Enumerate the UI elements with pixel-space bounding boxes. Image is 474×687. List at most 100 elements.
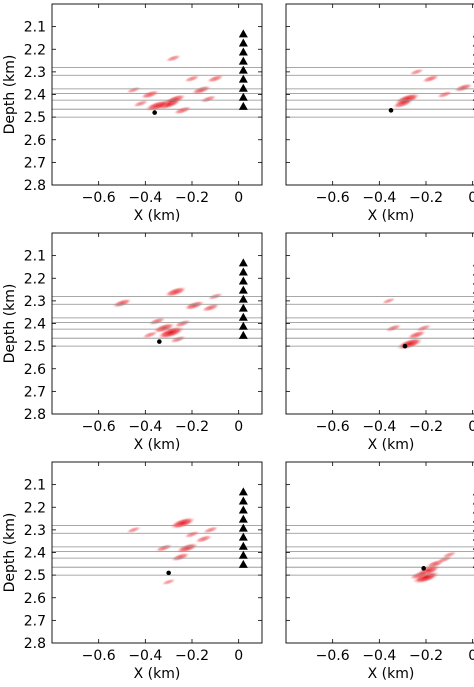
source-point	[388, 108, 394, 113]
receiver-triangle-marker	[238, 559, 248, 568]
energy-blob	[183, 300, 206, 311]
receiver-triangle-marker	[238, 294, 248, 303]
receiver-triangle-marker	[238, 92, 248, 101]
energy-blob	[384, 323, 403, 333]
energy-blob	[139, 89, 161, 100]
source-point	[152, 110, 157, 115]
energy-blob	[173, 105, 193, 115]
x-axis-label: X (km)	[134, 437, 181, 453]
y-tick-label: 2.3	[24, 294, 46, 310]
receiver-triangle-marker	[238, 532, 248, 541]
receiver-triangle-marker	[238, 74, 248, 83]
energy-blob	[161, 578, 177, 586]
receiver-triangle-marker	[238, 276, 248, 285]
receiver-triangle-marker	[238, 38, 248, 47]
y-axis-label: Depth (km)	[2, 55, 18, 135]
y-tick-label: 2.2	[24, 271, 46, 287]
receiver-triangle-marker	[238, 83, 248, 92]
energy-blob	[125, 526, 142, 534]
y-tick-label: 2.5	[24, 110, 46, 126]
energy-blob	[147, 316, 167, 326]
receiver-triangle-marker	[238, 541, 248, 550]
panel-middle-right: −0.6 −0.4 −0.2 0 X (km)	[285, 232, 474, 453]
panel-middle-left: −0.6 −0.4 −0.2 0 2.1 2.2 2.3 2.4 2.5 2.6 2.7 2.8 X (…	[2, 232, 263, 453]
receiver-triangle-marker	[238, 101, 248, 110]
energy-blob	[144, 99, 170, 112]
receiver-triangle-marker	[238, 47, 248, 56]
y-tick-label: 2.7	[24, 384, 46, 400]
energy-blob	[421, 74, 440, 83]
x-tick-label: −0.6	[82, 648, 116, 664]
x-tick-label: 0	[468, 419, 474, 435]
energy-blob	[183, 74, 201, 83]
x-axis-label: X (km)	[368, 208, 415, 224]
y-tick-label: 2.7	[24, 155, 46, 171]
receiver-triangle-marker	[238, 285, 248, 294]
x-axis-label: X (km)	[134, 208, 181, 224]
energy-blob	[165, 54, 182, 63]
x-axis-label: X (km)	[368, 666, 415, 682]
y-tick-label: 2.1	[24, 249, 46, 265]
receiver-triangle-marker	[238, 514, 248, 523]
x-tick-label: 0	[468, 648, 474, 664]
energy-blob	[391, 98, 414, 109]
receiver-triangle-marker	[238, 505, 248, 514]
source-point	[421, 566, 426, 571]
x-tick-label: −0.4	[128, 190, 162, 206]
energy-blob	[381, 297, 397, 305]
receiver-triangle-marker	[238, 312, 248, 321]
receiver-triangle-marker	[238, 321, 248, 330]
energy-blob	[141, 330, 159, 339]
source-point	[157, 339, 162, 344]
x-tick-label: −0.2	[409, 648, 443, 664]
energy-blob	[441, 551, 458, 559]
y-tick-label: 2.8	[24, 407, 46, 423]
energy-blob	[173, 319, 192, 328]
x-tick-label: −0.4	[362, 648, 396, 664]
x-tick-label: −0.6	[316, 648, 350, 664]
energy-blob	[415, 324, 432, 332]
energy-blob	[175, 542, 200, 554]
energy-blob	[125, 86, 142, 94]
y-axis-label: Depth (km)	[2, 284, 18, 364]
plot-area	[52, 462, 262, 643]
x-tick-label: 0	[234, 419, 243, 435]
x-tick-label: −0.6	[316, 419, 350, 435]
y-tick-label: 2.3	[24, 65, 46, 81]
y-tick-label: 2.8	[24, 636, 46, 652]
x-tick-label: −0.2	[175, 190, 209, 206]
x-tick-label: −0.6	[82, 419, 116, 435]
receiver-triangle-marker	[238, 258, 248, 267]
x-tick-label: −0.2	[409, 190, 443, 206]
receiver-triangle-marker	[238, 65, 248, 74]
x-tick-label: −0.4	[128, 419, 162, 435]
energy-blob	[206, 74, 225, 83]
y-tick-label: 2.1	[24, 20, 46, 36]
energy-blob	[154, 543, 174, 553]
energy-blob	[169, 516, 197, 530]
receiver-triangle-marker	[238, 303, 248, 312]
energy-blob	[190, 85, 212, 95]
source-point	[402, 343, 408, 349]
x-tick-label: 0	[234, 648, 243, 664]
y-tick-label: 2.4	[24, 546, 46, 562]
receiver-triangle-marker	[238, 496, 248, 505]
x-axis-label: X (km)	[368, 437, 415, 453]
receiver-triangle-marker	[238, 523, 248, 532]
energy-blob	[152, 322, 176, 334]
plot-area	[286, 233, 474, 414]
x-tick-label: −0.6	[82, 190, 116, 206]
receiver-triangle-marker	[238, 550, 248, 559]
energy-blob	[453, 83, 474, 93]
y-tick-label: 2.6	[24, 362, 46, 378]
x-tick-label: 0	[468, 190, 474, 206]
x-tick-label: −0.4	[128, 648, 162, 664]
energy-blob	[436, 90, 453, 99]
y-tick-label: 2.6	[24, 591, 46, 607]
energy-blob	[163, 286, 188, 298]
y-tick-label: 2.3	[24, 523, 46, 539]
y-axis-label: Depth (km)	[2, 513, 18, 593]
receiver-triangle-marker	[238, 487, 248, 496]
y-tick-label: 2.2	[24, 500, 46, 516]
